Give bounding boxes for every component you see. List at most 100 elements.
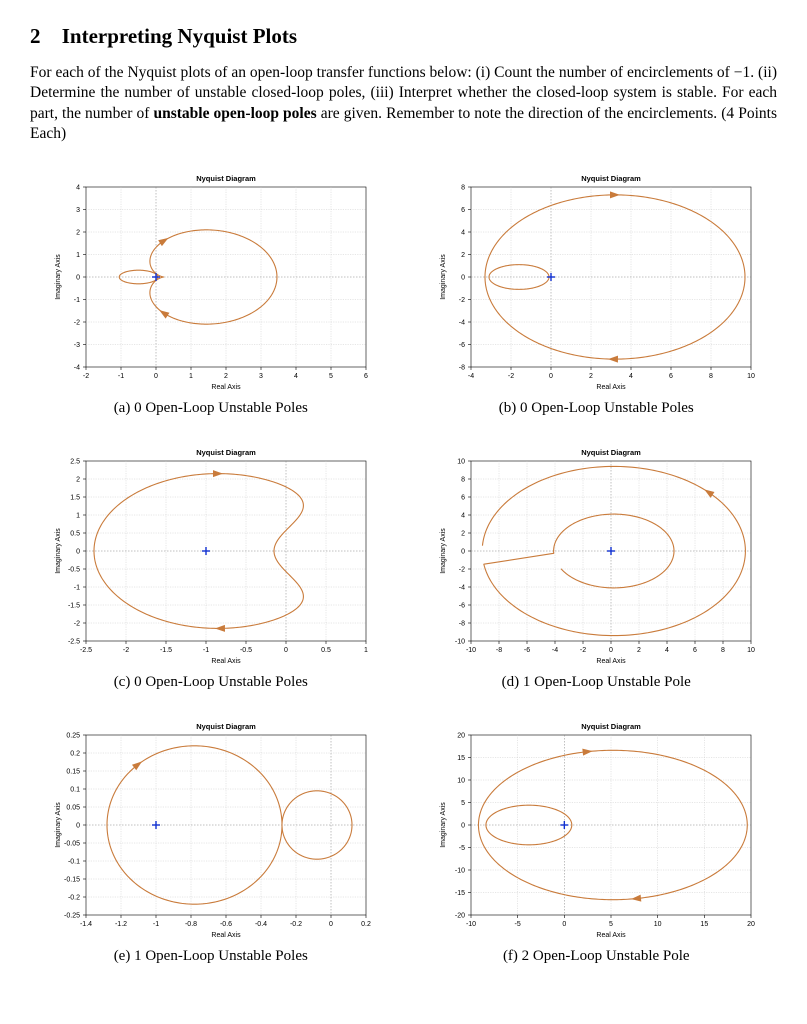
- svg-text:1: 1: [189, 373, 193, 380]
- svg-text:-1: -1: [153, 921, 159, 928]
- svg-text:20: 20: [747, 921, 755, 928]
- svg-text:-1.2: -1.2: [115, 921, 127, 928]
- svg-text:2: 2: [76, 229, 80, 236]
- svg-text:-3: -3: [74, 342, 80, 349]
- svg-text:-4: -4: [552, 647, 558, 654]
- svg-text:-0.4: -0.4: [255, 921, 267, 928]
- svg-text:3: 3: [76, 207, 80, 214]
- svg-text:-2.5: -2.5: [80, 647, 92, 654]
- plot-cell-d: Nyquist Diagram-10-8-6-4-20246810-10-8-6…: [416, 443, 778, 705]
- svg-text:-0.5: -0.5: [68, 566, 80, 573]
- svg-text:0.15: 0.15: [66, 768, 80, 775]
- svg-text:2: 2: [224, 373, 228, 380]
- svg-text:0.05: 0.05: [66, 804, 80, 811]
- svg-text:4: 4: [461, 512, 465, 519]
- critical-point-marker: [152, 821, 160, 829]
- svg-text:0: 0: [549, 373, 553, 380]
- svg-text:4: 4: [76, 184, 80, 191]
- svg-text:-1: -1: [74, 584, 80, 591]
- svg-text:-2: -2: [580, 647, 586, 654]
- svg-text:-4: -4: [74, 364, 80, 371]
- plot-cell-e: Nyquist Diagram-1.4-1.2-1-0.8-0.6-0.4-0.…: [30, 717, 392, 979]
- critical-point-marker: [202, 547, 210, 555]
- svg-text:-2: -2: [459, 297, 465, 304]
- svg-text:-10: -10: [455, 867, 465, 874]
- svg-text:-2: -2: [508, 373, 514, 380]
- svg-text:-4: -4: [459, 319, 465, 326]
- svg-text:0.1: 0.1: [70, 786, 80, 793]
- plot-caption-f: (f) 2 Open-Loop Unstable Pole: [416, 948, 778, 965]
- svg-text:-1.5: -1.5: [68, 602, 80, 609]
- svg-text:-20: -20: [455, 912, 465, 919]
- svg-text:-2.5: -2.5: [68, 638, 80, 645]
- svg-text:-2: -2: [123, 647, 129, 654]
- svg-text:-10: -10: [466, 921, 476, 928]
- svg-text:Real Axis: Real Axis: [597, 384, 627, 389]
- svg-text:Imaginary Axis: Imaginary Axis: [55, 528, 62, 574]
- svg-text:Imaginary Axis: Imaginary Axis: [55, 254, 62, 300]
- plot-caption-d: (d) 1 Open-Loop Unstable Pole: [416, 674, 778, 691]
- svg-text:4: 4: [629, 373, 633, 380]
- svg-text:6: 6: [669, 373, 673, 380]
- direction-arrow: [215, 625, 225, 632]
- svg-text:-2: -2: [459, 566, 465, 573]
- svg-text:15: 15: [701, 921, 709, 928]
- svg-text:-0.2: -0.2: [68, 894, 80, 901]
- svg-text:-4: -4: [468, 373, 474, 380]
- section-number: 2: [30, 24, 41, 48]
- svg-text:Real Axis: Real Axis: [211, 384, 241, 389]
- svg-text:Real Axis: Real Axis: [211, 932, 241, 937]
- svg-text:-8: -8: [459, 364, 465, 371]
- svg-text:-5: -5: [459, 845, 465, 852]
- svg-text:1: 1: [364, 647, 368, 654]
- plot-caption-a: (a) 0 Open-Loop Unstable Poles: [30, 400, 392, 417]
- svg-text:-1.4: -1.4: [80, 921, 92, 928]
- svg-text:1: 1: [76, 252, 80, 259]
- svg-text:Nyquist Diagram: Nyquist Diagram: [581, 174, 641, 183]
- svg-text:5: 5: [461, 800, 465, 807]
- svg-text:-0.1: -0.1: [68, 858, 80, 865]
- svg-text:-0.2: -0.2: [290, 921, 302, 928]
- critical-point-marker: [561, 821, 569, 829]
- svg-text:8: 8: [709, 373, 713, 380]
- svg-text:-5: -5: [515, 921, 521, 928]
- svg-text:-1: -1: [118, 373, 124, 380]
- svg-text:6: 6: [461, 207, 465, 214]
- svg-text:-6: -6: [524, 647, 530, 654]
- svg-text:Real Axis: Real Axis: [597, 658, 627, 663]
- svg-text:-1: -1: [203, 647, 209, 654]
- section-heading: 2 Interpreting Nyquist Plots: [30, 24, 777, 49]
- svg-text:0: 0: [76, 822, 80, 829]
- svg-text:2: 2: [637, 647, 641, 654]
- svg-text:2: 2: [589, 373, 593, 380]
- svg-text:0.5: 0.5: [70, 530, 80, 537]
- svg-text:0.5: 0.5: [321, 647, 331, 654]
- svg-text:-8: -8: [459, 620, 465, 627]
- section-title: Interpreting Nyquist Plots: [62, 24, 297, 48]
- direction-arrow: [608, 355, 618, 362]
- direction-arrow: [213, 470, 223, 477]
- direction-arrow: [583, 748, 593, 755]
- svg-text:5: 5: [329, 373, 333, 380]
- svg-text:Nyquist Diagram: Nyquist Diagram: [196, 174, 256, 183]
- svg-text:0: 0: [154, 373, 158, 380]
- svg-text:6: 6: [461, 494, 465, 501]
- plot-cell-c: Nyquist Diagram-2.5-2-1.5-1-0.500.51-2.5…: [30, 443, 392, 705]
- svg-text:0: 0: [461, 822, 465, 829]
- svg-text:0: 0: [329, 921, 333, 928]
- plot-cell-f: Nyquist Diagram-10-505101520-20-15-10-50…: [416, 717, 778, 979]
- plot-cell-a: Nyquist Diagram-2-10123456-4-3-2-101234R…: [30, 169, 392, 431]
- svg-text:0: 0: [609, 647, 613, 654]
- svg-text:4: 4: [294, 373, 298, 380]
- svg-text:Nyquist Diagram: Nyquist Diagram: [581, 448, 641, 457]
- direction-arrow: [158, 238, 168, 246]
- svg-text:-2: -2: [74, 620, 80, 627]
- svg-text:0: 0: [461, 548, 465, 555]
- direction-arrow: [610, 191, 620, 198]
- svg-text:-6: -6: [459, 342, 465, 349]
- svg-text:Nyquist Diagram: Nyquist Diagram: [581, 722, 641, 731]
- direction-arrow: [704, 489, 714, 497]
- svg-text:10: 10: [654, 921, 662, 928]
- svg-text:-10: -10: [455, 638, 465, 645]
- svg-text:Nyquist Diagram: Nyquist Diagram: [196, 722, 256, 731]
